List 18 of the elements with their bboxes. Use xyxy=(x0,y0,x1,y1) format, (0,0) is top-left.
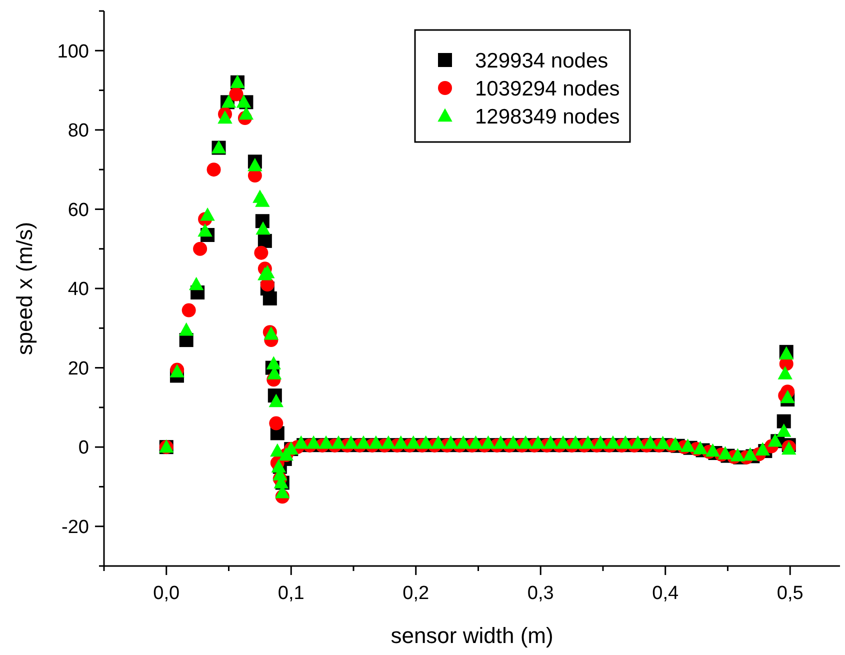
y-tick-label: 0 xyxy=(78,438,89,459)
x-tick-label: 0,4 xyxy=(652,583,679,604)
x-tick-label: 0,3 xyxy=(527,583,554,604)
legend-label: 1298349 nodes xyxy=(475,105,620,128)
y-axis-title: speed x (m/s) xyxy=(12,222,37,356)
y-tick-label: 100 xyxy=(57,41,89,62)
y-tick-label: 40 xyxy=(68,279,89,300)
x-axis-title: sensor width (m) xyxy=(390,623,554,648)
y-tick-label: 60 xyxy=(68,200,89,221)
y-tick-label: 80 xyxy=(68,120,89,142)
x-tick-label: 0,1 xyxy=(278,583,304,604)
y-tick-label: -20 xyxy=(62,517,89,538)
x-tick-label: 0,5 xyxy=(776,583,804,604)
legend-label: 329934 nodes xyxy=(475,49,608,72)
y-tick-label: 20 xyxy=(68,358,89,380)
x-tick-label: 0,2 xyxy=(402,583,430,604)
legend-label: 1039294 nodes xyxy=(475,77,620,100)
x-tick-label: 0,0 xyxy=(153,583,180,604)
